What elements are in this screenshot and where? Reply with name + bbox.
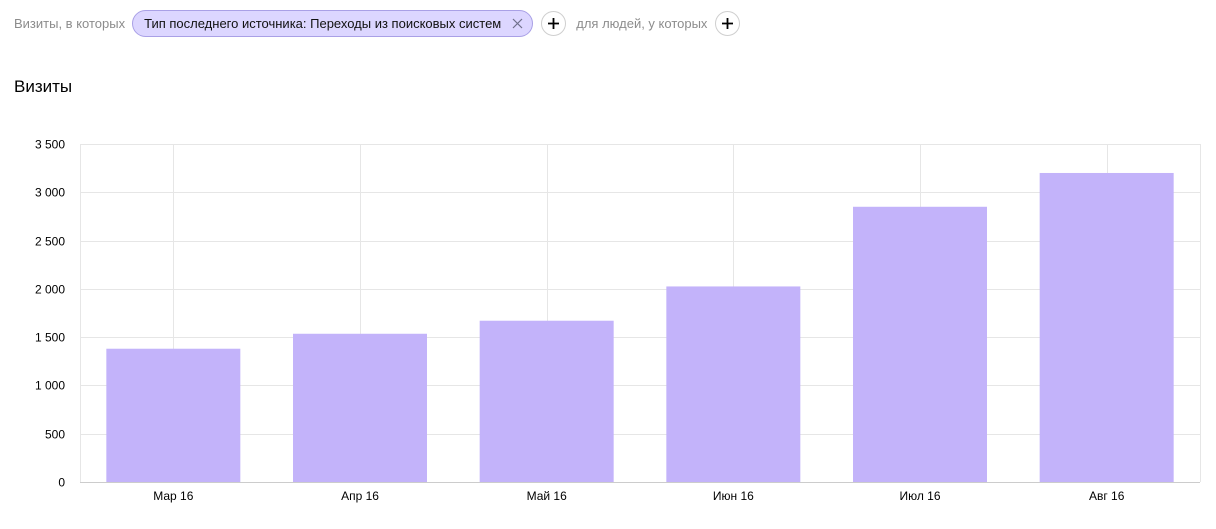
bar-5[interactable] [853,206,987,482]
x-tick-label: Апр 16 [341,489,379,503]
chart-grid [80,144,1201,483]
x-tick-label: Июл 16 [899,489,940,503]
people-filter-label: для людей, у которых [576,16,708,31]
segment-filter-bar: Визиты, в которых Тип последнего источни… [14,10,750,37]
x-tick-label: Мар 16 [153,489,193,503]
y-tick-label: 3 500 [35,138,65,152]
chart-axes: 0 500 1 000 1 500 2 000 2 500 3 000 3 500 Мар 16… [35,138,1200,503]
chart-bars [106,172,1174,482]
visits-filter-label: Визиты, в которых [14,16,126,31]
y-tick-label: 0 [58,476,65,490]
add-people-condition-button[interactable] [715,11,741,36]
bar-6[interactable] [1039,172,1174,482]
close-icon[interactable] [511,17,524,30]
plus-icon [722,18,734,29]
source-filter-chip[interactable]: Тип последнего источника: Переходы из по… [132,10,534,37]
plus-icon [548,18,560,29]
bar-4[interactable] [666,286,801,482]
source-filter-chip-label: Тип последнего источника: Переходы из по… [144,16,502,31]
page-title: Визиты [14,77,73,96]
add-visit-condition-button[interactable] [541,11,567,36]
x-tick-label: Май 16 [527,489,568,503]
y-tick-label: 3 000 [35,186,65,200]
x-tick-label: Авг 16 [1089,489,1125,503]
x-tick-label: Июн 16 [713,489,754,503]
y-tick-label: 2 500 [35,235,65,249]
y-tick-label: 1 500 [35,331,65,345]
y-tick-label: 500 [45,428,65,442]
bar-3[interactable] [479,320,614,482]
y-tick-label: 1 000 [35,379,65,393]
bar-2[interactable] [293,333,427,482]
y-tick-label: 2 000 [35,283,65,297]
bar-1[interactable] [106,348,241,482]
